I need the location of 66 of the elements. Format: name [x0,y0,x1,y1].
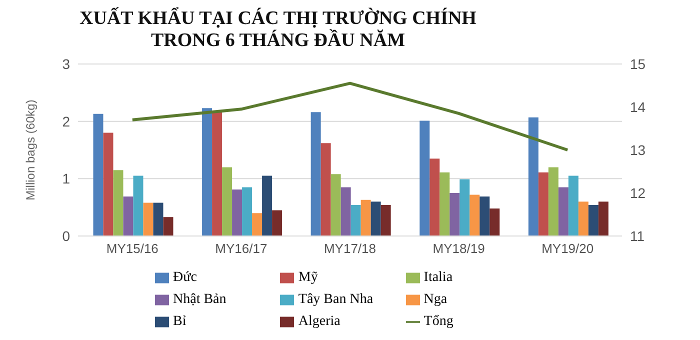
bar [470,194,480,236]
y2-tick-label: 14 [630,98,646,115]
bar [232,190,242,236]
x-tick-label: MY19/20 [542,241,594,256]
bar [340,187,351,236]
bar [350,205,361,236]
bar [370,202,381,236]
bar [420,120,430,236]
bar [103,132,114,236]
x-tick-label: MY18/19 [432,241,485,256]
bar [153,202,164,236]
legend-label: Nhật Bản [173,292,226,307]
x-tick-label: MY15/16 [106,241,158,256]
bar [598,202,608,236]
y2-tick-label: 13 [630,142,646,158]
bar [252,213,262,236]
bar [123,196,134,236]
y-tick-label: 2 [62,113,70,130]
legend-label: Nga [424,292,448,307]
legend-label: Algeria [298,314,340,329]
bar [310,112,321,236]
y-tick-label: 1 [62,170,70,187]
bar [143,202,154,236]
legend-label: Tây Ban Nha [298,292,374,307]
legend-label: Tổng [424,314,454,329]
y-tick-label: 0 [62,228,70,244]
y2-tick-label: 11 [630,228,645,244]
legend-label: Mỹ [298,270,318,285]
bar [212,111,222,236]
x-tick-label: MY17/18 [324,241,376,256]
line-series [130,82,570,152]
y2-tick-label: 15 [630,56,646,72]
bar [578,202,588,236]
y2-tick-label: 12 [630,184,646,201]
chart-title: XUẤT KHẨU TẠI CÁC THỊ TRƯỜNG CHÍNH TRONG 6 THÁNG ĐẦU NĂM [78,8,478,52]
legend-label: Italia [424,270,453,285]
legend-label: Bỉ [173,314,186,329]
bar [460,179,470,236]
bar [163,217,174,236]
bar [430,158,440,236]
bar [538,172,548,236]
bar [588,205,598,236]
bar [480,196,490,236]
bar [568,176,578,236]
bar [320,143,331,236]
bar [113,170,124,236]
bar [380,205,391,236]
bar [222,167,232,236]
bar [440,172,450,236]
bar [93,114,104,236]
bar [548,167,558,236]
bar [528,117,538,236]
y-axis-title: Million bags (60kg) [23,100,38,200]
bar [133,176,144,236]
bar [360,200,371,236]
legend-label: Đức [173,270,197,285]
bar [450,193,460,236]
bar [330,174,341,236]
bar [202,108,212,236]
bar [272,210,282,236]
bar [490,208,500,236]
y-tick-label: 3 [62,56,70,72]
bar [262,176,272,236]
bar [242,187,252,236]
x-tick-label: MY16/17 [215,241,268,256]
bar [558,187,568,236]
